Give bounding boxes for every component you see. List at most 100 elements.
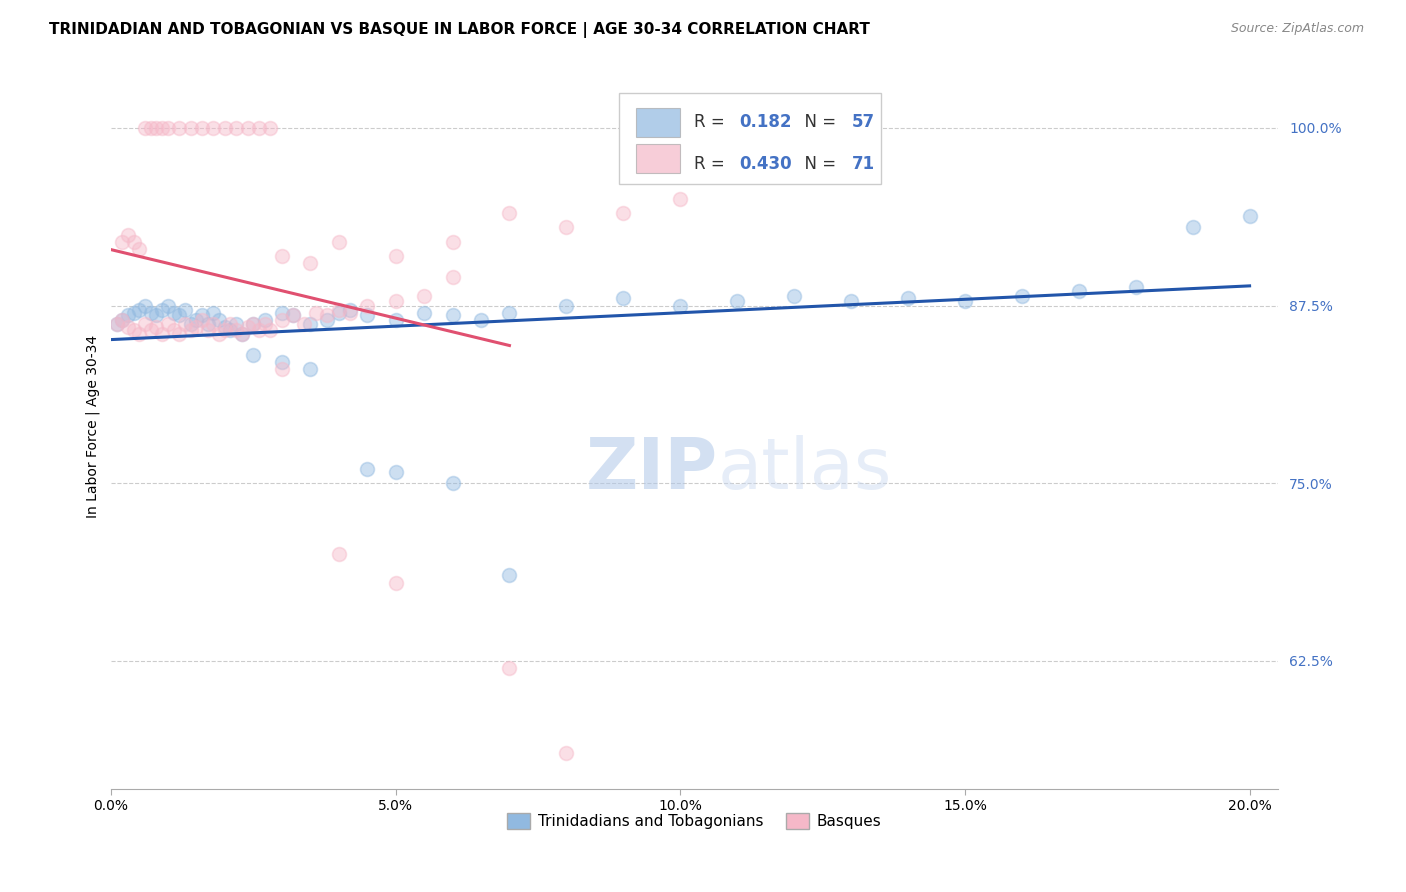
Point — [134, 317, 156, 331]
Text: R =: R = — [695, 113, 731, 131]
Point — [305, 306, 328, 320]
Point — [316, 312, 339, 326]
Point — [1239, 209, 1261, 223]
Point — [612, 292, 634, 306]
Point — [174, 317, 197, 331]
Point — [162, 306, 184, 320]
Point — [242, 317, 264, 331]
Point — [202, 120, 225, 135]
Point — [953, 294, 976, 309]
Point — [328, 547, 350, 561]
Point — [384, 575, 406, 590]
Legend: Trinidadians and Tobagonians, Basques: Trinidadians and Tobagonians, Basques — [501, 807, 887, 835]
Point — [299, 317, 322, 331]
Point — [281, 309, 304, 323]
Point — [139, 306, 162, 320]
Point — [441, 476, 464, 491]
Point — [122, 323, 145, 337]
Point — [328, 235, 350, 249]
Point — [441, 270, 464, 285]
Text: 0.430: 0.430 — [738, 155, 792, 173]
Point — [191, 309, 214, 323]
Point — [134, 120, 156, 135]
Point — [294, 317, 316, 331]
Point — [328, 306, 350, 320]
Point — [413, 306, 436, 320]
Point — [117, 309, 139, 323]
Point — [128, 242, 150, 256]
Text: N =: N = — [794, 155, 841, 173]
Point — [202, 306, 225, 320]
Point — [498, 568, 520, 582]
Point — [783, 288, 806, 302]
Point — [247, 323, 270, 337]
Text: N =: N = — [794, 113, 841, 131]
Point — [111, 312, 134, 326]
Point — [413, 288, 436, 302]
Point — [105, 317, 128, 331]
Point — [259, 120, 281, 135]
Point — [225, 120, 247, 135]
Point — [384, 294, 406, 309]
Point — [441, 235, 464, 249]
Point — [328, 302, 350, 317]
Point — [167, 120, 190, 135]
Point — [145, 309, 167, 323]
Point — [270, 355, 292, 369]
Point — [219, 323, 242, 337]
Point — [117, 319, 139, 334]
Point — [167, 326, 190, 341]
Point — [299, 256, 322, 270]
Point — [1181, 220, 1204, 235]
Point — [253, 317, 276, 331]
Point — [219, 317, 242, 331]
Point — [316, 309, 339, 323]
Point — [134, 299, 156, 313]
Point — [202, 317, 225, 331]
Point — [180, 120, 202, 135]
Y-axis label: In Labor Force | Age 30-34: In Labor Force | Age 30-34 — [86, 334, 100, 518]
Point — [180, 317, 202, 331]
Point — [669, 299, 692, 313]
Point — [145, 319, 167, 334]
Point — [186, 312, 208, 326]
Point — [1125, 280, 1147, 294]
Text: 57: 57 — [852, 113, 875, 131]
Point — [470, 312, 492, 326]
Point — [156, 299, 179, 313]
Point — [270, 306, 292, 320]
Point — [555, 746, 578, 760]
Point — [236, 120, 259, 135]
Point — [214, 323, 236, 337]
Point — [555, 220, 578, 235]
Point — [191, 312, 214, 326]
Point — [498, 661, 520, 675]
Point — [669, 192, 692, 206]
Bar — [636, 108, 681, 136]
Point — [356, 309, 378, 323]
Point — [242, 317, 264, 331]
Point — [111, 312, 134, 326]
Point — [167, 309, 190, 323]
FancyBboxPatch shape — [619, 93, 882, 184]
Point — [197, 317, 219, 331]
Point — [555, 299, 578, 313]
Point — [186, 319, 208, 334]
Bar — [636, 144, 681, 173]
Point — [1011, 288, 1033, 302]
Text: 71: 71 — [852, 155, 875, 173]
Point — [299, 362, 322, 376]
Point — [897, 292, 920, 306]
Point — [150, 326, 173, 341]
Point — [214, 319, 236, 334]
Point — [1067, 285, 1090, 299]
Point — [270, 249, 292, 263]
Point — [122, 235, 145, 249]
Point — [612, 206, 634, 220]
Point — [384, 465, 406, 479]
Point — [191, 120, 214, 135]
Point — [105, 317, 128, 331]
Text: R =: R = — [695, 155, 731, 173]
Point — [150, 302, 173, 317]
Point — [384, 312, 406, 326]
